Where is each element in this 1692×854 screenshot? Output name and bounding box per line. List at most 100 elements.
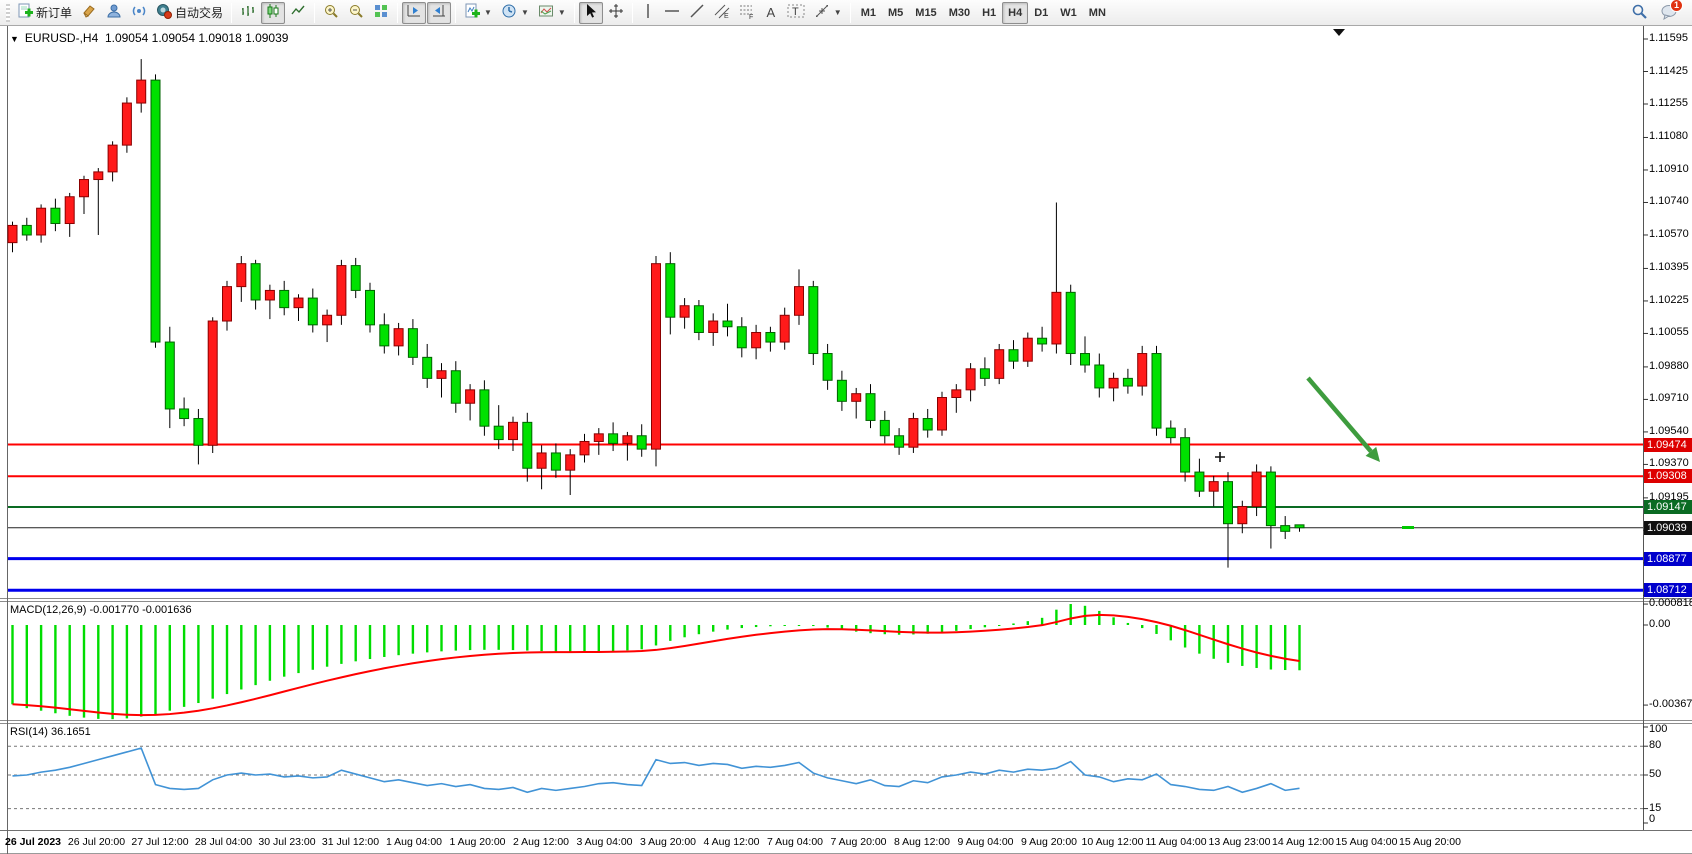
price-axis-tick: 1.11080 (1649, 130, 1688, 143)
line-chart-button[interactable] (286, 2, 310, 24)
trend-arrow-line[interactable] (1306, 376, 1373, 453)
search-button[interactable] (1627, 2, 1652, 24)
rsi-indicator-label: RSI(14) 36.1651 (10, 726, 91, 738)
crosshair-tool-button[interactable] (604, 2, 628, 24)
time-axis-label: 28 Jul 04:00 (194, 836, 253, 848)
rsi-axis-tick: 80 (1649, 739, 1662, 752)
tile-windows-button[interactable] (369, 2, 393, 24)
timeframe-button-H4[interactable]: H4 (1002, 1, 1029, 24)
price-axis-tick: 1.10225 (1649, 293, 1689, 306)
dropdown-caret-icon: ▼ (520, 8, 529, 17)
toolbar-grip[interactable] (6, 3, 10, 22)
hline-objects[interactable] (8, 443, 1643, 592)
autotrade-button[interactable]: 自动交易 (152, 2, 227, 24)
price-badge-1.09308: 1.09308 (1644, 469, 1692, 484)
template-icon (538, 3, 554, 22)
timeframe-button-M30[interactable]: M30 (948, 6, 971, 19)
time-axis-label: 27 Jul 12:00 (131, 836, 189, 848)
timeframe-group: M1 M5 M15 M30 H1 H4 D1 W1 MN (855, 1, 1112, 24)
timeframe-button-D1[interactable]: D1 (1034, 6, 1049, 19)
time-axis-label: 10 Aug 12:00 (1081, 836, 1144, 848)
annotation-objects[interactable] (1215, 29, 1414, 529)
macd-axis-tick: 0.00 (1649, 618, 1671, 630)
candle (536, 452, 547, 469)
candle (937, 397, 947, 431)
text-tool-button[interactable]: A (760, 2, 782, 24)
chart-shift-marker-icon[interactable] (1333, 29, 1345, 36)
timeframe-button-M15[interactable]: M15 (915, 6, 937, 19)
chart-window[interactable]: ▼ EURUSD-,H4 1.09054 1.09054 1.09018 1.09… (0, 26, 1692, 854)
macd-axis-tick: 0.000818 (1649, 597, 1692, 610)
candle (1223, 481, 1233, 525)
candle (179, 408, 190, 420)
time-axis-label: 14 Aug 12:00 (1272, 836, 1334, 848)
cursor-icon (583, 3, 599, 22)
candle (1280, 525, 1291, 532)
auto-scroll-button[interactable] (402, 1, 427, 24)
chart-shift-button[interactable] (427, 1, 452, 24)
candlestick-chart-button[interactable] (261, 1, 286, 24)
plus-marker[interactable] (1215, 452, 1225, 462)
autotrade-icon (156, 3, 173, 22)
macd-histogram (11, 604, 1301, 720)
timeframe-button-M1[interactable]: M1 (860, 6, 876, 19)
vertical-line-icon (641, 3, 655, 22)
trendline-tool-button[interactable] (685, 2, 709, 24)
cursor-tool-button[interactable] (578, 1, 603, 24)
line-chart-icon (290, 3, 306, 22)
channel-tool-button[interactable]: E (710, 2, 734, 24)
candle (679, 305, 690, 318)
signals-button[interactable] (127, 2, 151, 24)
candle (164, 341, 175, 410)
candle (1122, 377, 1133, 387)
time-axis-label: 4 Aug 12:00 (703, 836, 760, 848)
styler-button[interactable] (77, 2, 101, 24)
indicators-button[interactable]: ▼ (460, 2, 496, 24)
arrows-tool-button[interactable]: ▼ (810, 2, 846, 24)
candle (693, 305, 704, 333)
vertical-line-tool-button[interactable] (637, 2, 659, 24)
zoom-in-button[interactable] (319, 2, 343, 24)
candle (422, 356, 433, 379)
time-axis-label: 1 Aug 20:00 (449, 836, 506, 848)
fibonacci-tool-button[interactable]: F (735, 2, 759, 24)
trendline-icon (689, 3, 705, 22)
timeframe-button-MN[interactable]: MN (1088, 6, 1106, 19)
label-tool-button[interactable]: T (783, 2, 809, 24)
rsi-axis-tick: 0 (1649, 813, 1656, 825)
time-axis-label: 7 Aug 20:00 (830, 836, 887, 848)
candle (222, 286, 232, 322)
chart-canvas[interactable] (0, 26, 1692, 854)
bar-chart-button[interactable] (236, 2, 260, 24)
periods-button[interactable]: ▼ (497, 2, 533, 24)
candle (522, 421, 533, 469)
search-icon (1631, 3, 1648, 23)
timeframe-button-W1[interactable]: W1 (1060, 6, 1077, 19)
dropdown-caret-icon: ▼ (557, 8, 566, 17)
time-axis-label: 9 Aug 20:00 (1020, 836, 1078, 848)
time-axis-label: 3 Aug 04:00 (576, 836, 633, 848)
notifications-button[interactable]: 1 (1656, 0, 1683, 24)
candle (465, 389, 476, 404)
profile-button[interactable] (102, 2, 126, 24)
templates-button[interactable]: ▼ (534, 2, 570, 24)
candle (1108, 377, 1119, 389)
candle (264, 289, 275, 301)
chart-title-collapse-icon[interactable]: ▼ (10, 34, 19, 44)
candle (436, 370, 447, 379)
time-axis-label: 26 Jul 20:00 (67, 836, 126, 848)
candles-layer[interactable] (7, 79, 1305, 532)
zoom-out-button[interactable] (344, 2, 368, 24)
timeframe-button-H1[interactable]: H1 (982, 6, 997, 19)
toolbar-separator (314, 2, 316, 23)
candle (407, 328, 418, 358)
new-order-button[interactable]: 新订单 (13, 2, 76, 24)
timeframe-button-M5[interactable]: M5 (888, 6, 904, 19)
rsi-level-lines (8, 745, 1643, 810)
arrows-tool-icon (814, 3, 830, 22)
price-axis-tick: 1.10570 (1649, 227, 1689, 240)
candle (293, 297, 304, 309)
price-axis-tick: 1.09195 (1649, 490, 1689, 503)
horizontal-line-tool-button[interactable] (660, 2, 684, 24)
trend-arrow-head[interactable] (1365, 446, 1380, 462)
